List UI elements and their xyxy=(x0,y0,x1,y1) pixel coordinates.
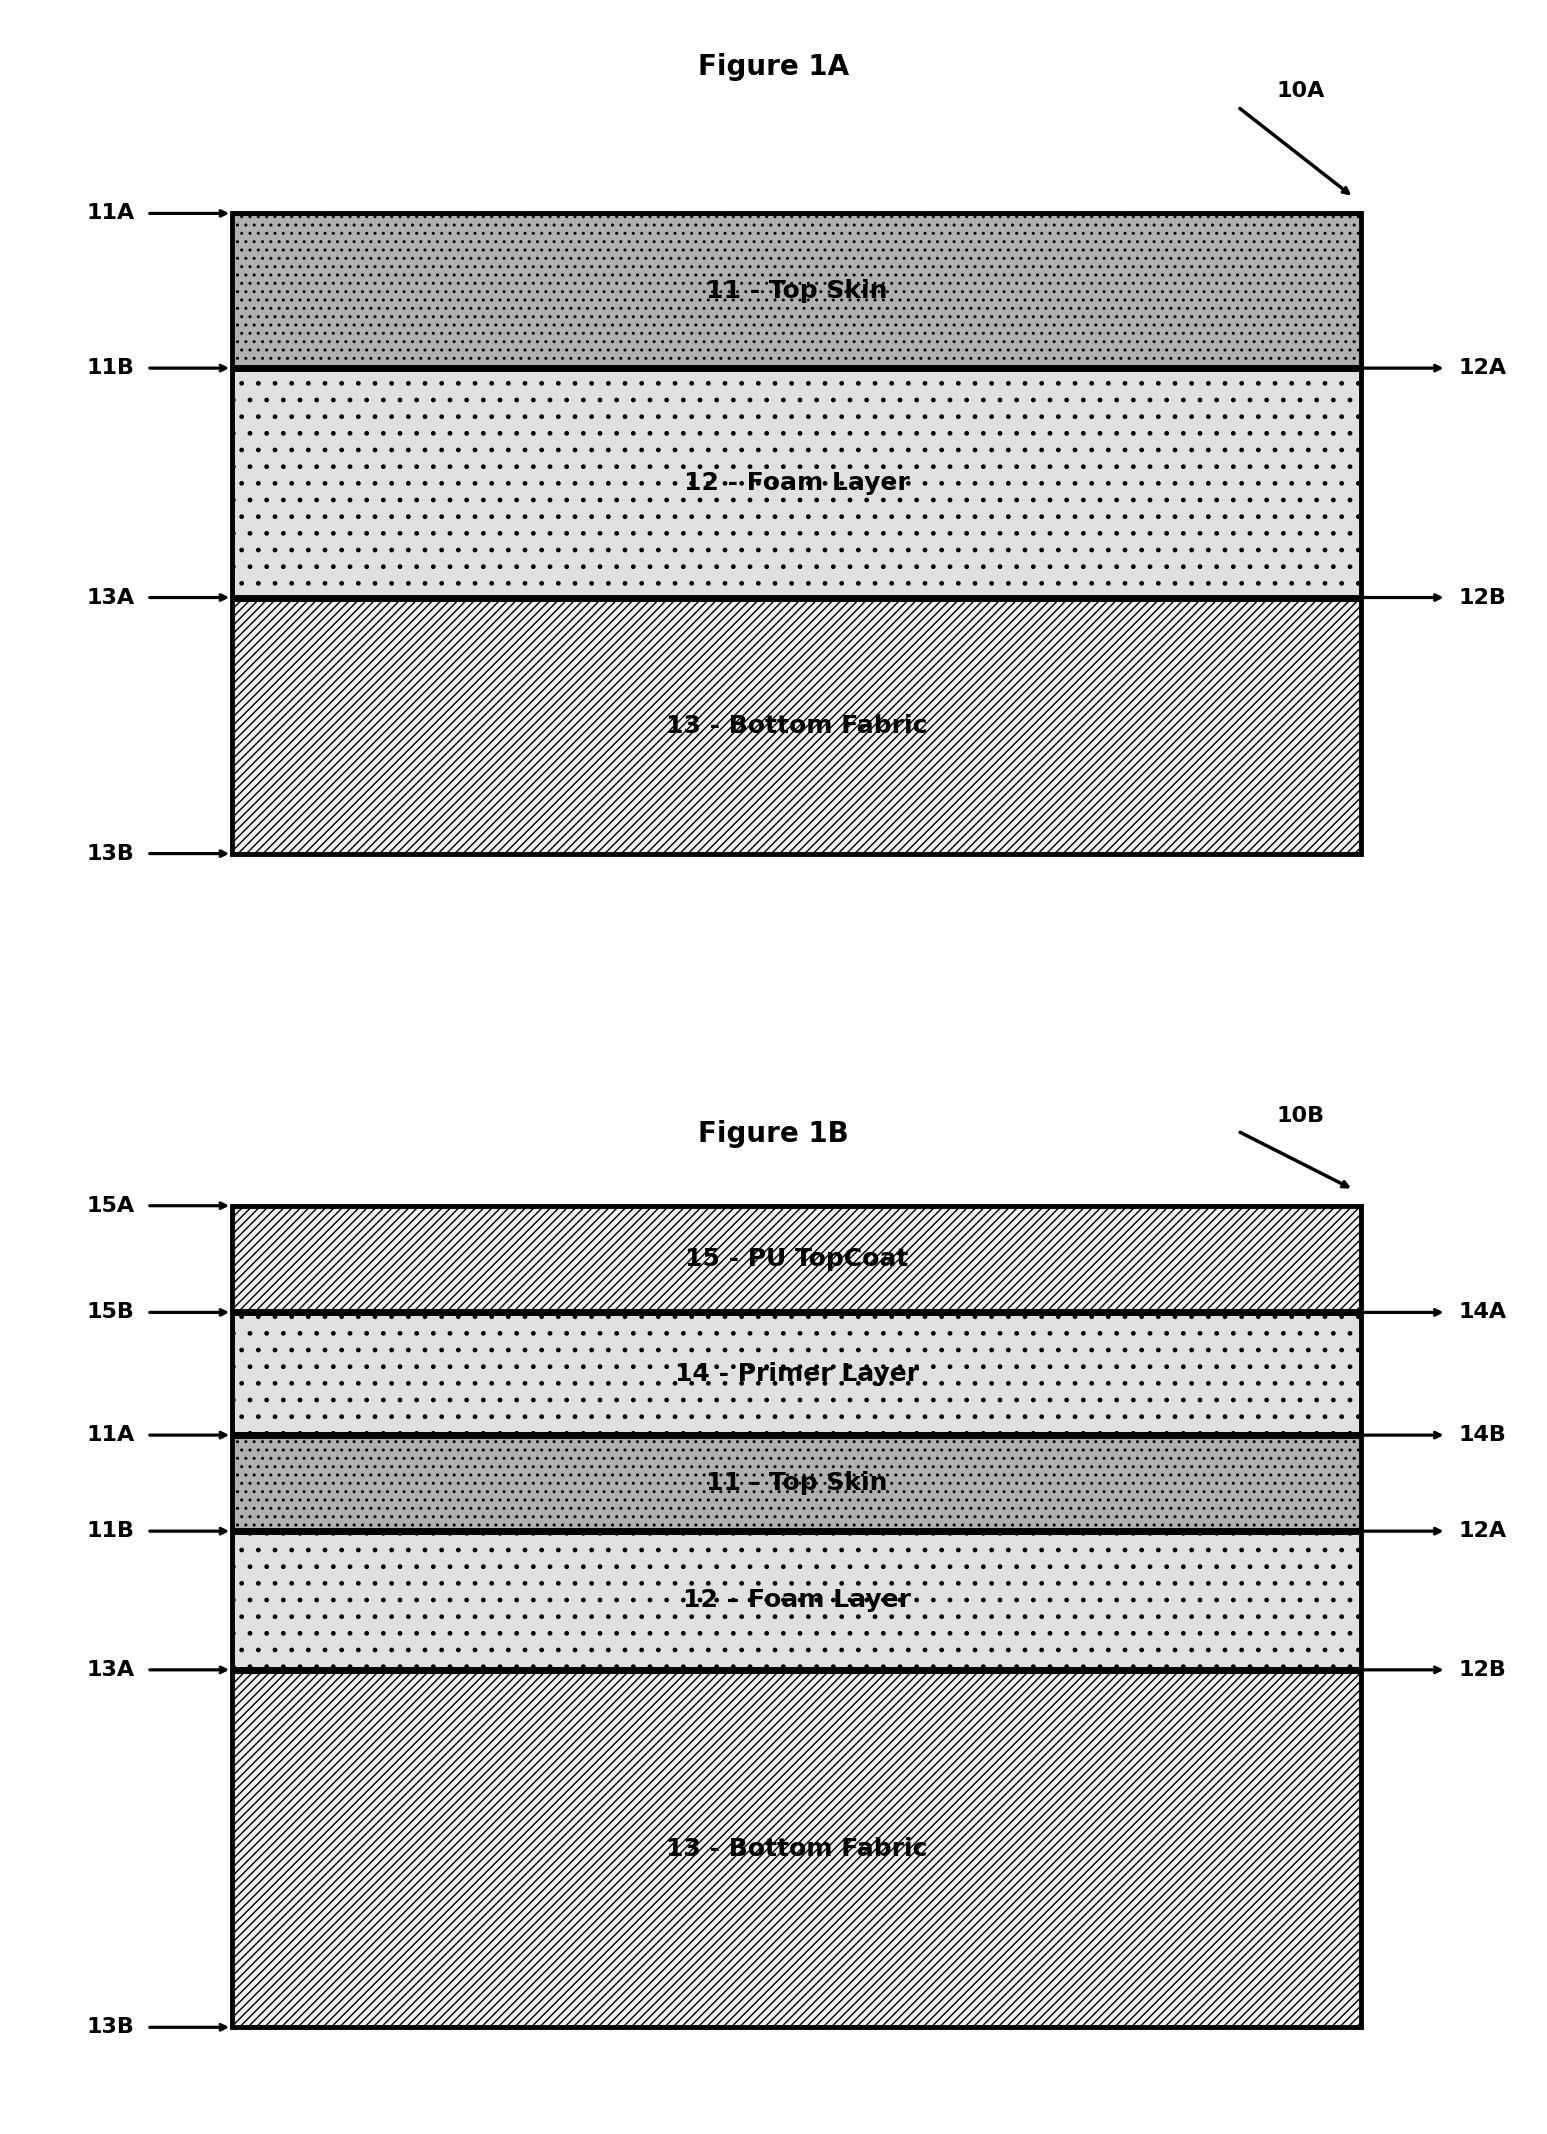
Text: 13 - Bottom Fabric: 13 - Bottom Fabric xyxy=(665,713,928,738)
Text: Figure 1A: Figure 1A xyxy=(698,53,849,81)
Bar xyxy=(232,1532,1361,1669)
Text: 13 - Bottom Fabric: 13 - Bottom Fabric xyxy=(665,1837,928,1861)
Bar xyxy=(232,367,1361,598)
Text: 11 - Top Skin: 11 - Top Skin xyxy=(705,280,888,303)
Bar xyxy=(232,598,1361,854)
Text: 13A: 13A xyxy=(87,587,135,608)
Text: 12A: 12A xyxy=(1459,1522,1507,1541)
Text: Figure 1B: Figure 1B xyxy=(698,1120,849,1148)
Text: 11 - Top Skin: 11 - Top Skin xyxy=(705,1470,888,1496)
Text: 11B: 11B xyxy=(87,1522,135,1541)
Text: 11A: 11A xyxy=(87,203,135,224)
Text: 11B: 11B xyxy=(87,359,135,378)
Text: 13A: 13A xyxy=(87,1660,135,1679)
Text: 12B: 12B xyxy=(1459,1660,1507,1679)
Bar xyxy=(232,213,1361,367)
Text: 15B: 15B xyxy=(87,1302,135,1323)
Text: 13B: 13B xyxy=(87,2017,135,2038)
Text: 14A: 14A xyxy=(1459,1302,1507,1323)
Text: 15A: 15A xyxy=(87,1195,135,1216)
Bar xyxy=(232,1206,1361,2027)
Text: 12B: 12B xyxy=(1459,587,1507,608)
Bar xyxy=(232,1312,1361,1434)
Text: 11A: 11A xyxy=(87,1426,135,1445)
Text: 14 - Primer Layer: 14 - Primer Layer xyxy=(674,1361,919,1385)
Bar xyxy=(232,1434,1361,1532)
Bar xyxy=(232,1206,1361,1312)
Text: 13B: 13B xyxy=(87,843,135,864)
Text: 15 - PU TopCoat: 15 - PU TopCoat xyxy=(685,1246,908,1272)
Text: 12 – Foam Layer: 12 – Foam Layer xyxy=(682,1588,911,1613)
Text: 10A: 10A xyxy=(1276,81,1324,100)
Text: 10B: 10B xyxy=(1276,1105,1324,1127)
Bar xyxy=(232,213,1361,854)
Text: 12A: 12A xyxy=(1459,359,1507,378)
Text: 14B: 14B xyxy=(1459,1426,1507,1445)
Bar xyxy=(232,1669,1361,2027)
Text: 12 - Foam Layer: 12 - Foam Layer xyxy=(684,472,910,495)
